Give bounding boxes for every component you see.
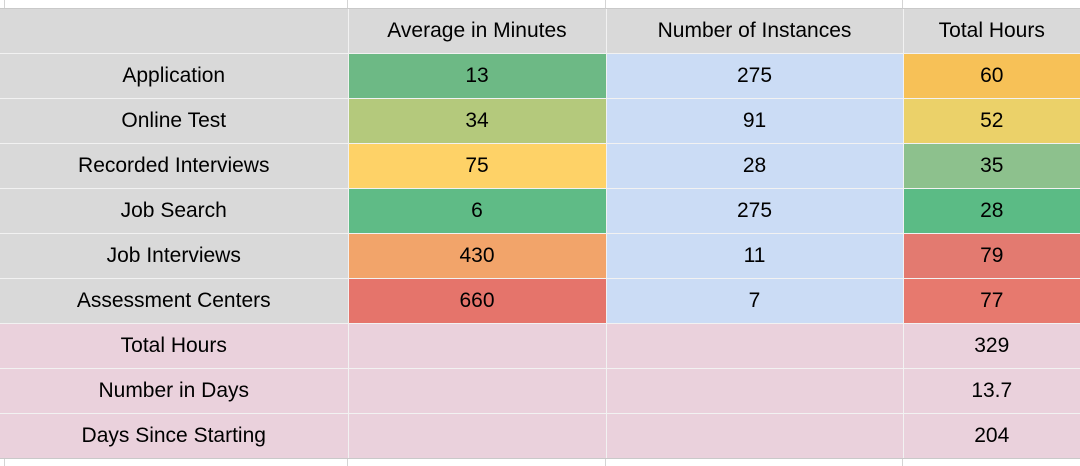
table-row-recorded-interviews: Recorded Interviews 75 28 35 — [0, 143, 1080, 189]
summary-row-total-hours: Total Hours 329 — [0, 323, 1080, 370]
gridline — [902, 459, 903, 466]
cell-number-in-days-value[interactable]: 13.7 — [903, 368, 1080, 415]
cell-assessment-centers-instances[interactable]: 7 — [606, 278, 904, 325]
table-row-job-search: Job Search 6 275 28 — [0, 188, 1080, 234]
gridline — [605, 0, 606, 8]
cell-application-avg-minutes[interactable]: 13 — [348, 53, 607, 99]
summary-row-days-since-starting: Days Since Starting 204 — [0, 413, 1080, 458]
row-label-total-hours[interactable]: Total Hours — [0, 323, 349, 370]
partial-row-top — [0, 0, 1080, 9]
row-label-online-test[interactable]: Online Test — [0, 98, 349, 144]
cell-job-interviews-instances[interactable]: 11 — [606, 233, 904, 279]
cell-recorded-interviews-avg-minutes[interactable]: 75 — [348, 143, 607, 189]
gridline — [347, 0, 348, 8]
cell-job-search-total-hours[interactable]: 28 — [903, 188, 1080, 234]
cell-online-test-total-hours[interactable]: 52 — [903, 98, 1080, 144]
cell-number-in-days-empty-instances[interactable] — [606, 368, 904, 415]
table-row-online-test: Online Test 34 91 52 — [0, 98, 1080, 144]
gridline — [4, 459, 5, 466]
gridline — [605, 459, 606, 466]
column-header-empty[interactable] — [0, 9, 349, 54]
cell-recorded-interviews-total-hours[interactable]: 35 — [903, 143, 1080, 189]
data-table: Average in Minutes Number of Instances T… — [0, 9, 1080, 458]
gridline — [347, 459, 348, 466]
column-header-number-of-instances[interactable]: Number of Instances — [606, 9, 904, 54]
gridline — [902, 0, 903, 8]
cell-days-since-starting-value[interactable]: 204 — [903, 413, 1080, 458]
cell-total-hours-empty-avg[interactable] — [348, 323, 607, 370]
cell-number-in-days-empty-avg[interactable] — [348, 368, 607, 415]
cell-job-interviews-avg-minutes[interactable]: 430 — [348, 233, 607, 279]
cell-assessment-centers-avg-minutes[interactable]: 660 — [348, 278, 607, 325]
table-row-job-interviews: Job Interviews 430 11 79 — [0, 233, 1080, 279]
cell-total-hours-empty-instances[interactable] — [606, 323, 904, 370]
cell-application-instances[interactable]: 275 — [606, 53, 904, 99]
row-label-days-since-starting[interactable]: Days Since Starting — [0, 413, 349, 458]
cell-online-test-instances[interactable]: 91 — [606, 98, 904, 144]
row-label-job-interviews[interactable]: Job Interviews — [0, 233, 349, 279]
table-row-assessment-centers: Assessment Centers 660 7 77 — [0, 278, 1080, 325]
cell-total-hours-value[interactable]: 329 — [903, 323, 1080, 370]
table-header-row: Average in Minutes Number of Instances T… — [0, 9, 1080, 54]
partial-row-bottom — [0, 458, 1080, 466]
row-label-application[interactable]: Application — [0, 53, 349, 99]
column-header-total-hours[interactable]: Total Hours — [903, 9, 1080, 54]
cell-application-total-hours[interactable]: 60 — [903, 53, 1080, 99]
cell-job-search-instances[interactable]: 275 — [606, 188, 904, 234]
gridline — [4, 0, 5, 8]
cell-assessment-centers-total-hours[interactable]: 77 — [903, 278, 1080, 325]
cell-days-since-starting-empty-instances[interactable] — [606, 413, 904, 458]
table-row-application: Application 13 275 60 — [0, 53, 1080, 99]
cell-job-interviews-total-hours[interactable]: 79 — [903, 233, 1080, 279]
cell-online-test-avg-minutes[interactable]: 34 — [348, 98, 607, 144]
column-header-average-in-minutes[interactable]: Average in Minutes — [348, 9, 607, 54]
cell-days-since-starting-empty-avg[interactable] — [348, 413, 607, 458]
cell-recorded-interviews-instances[interactable]: 28 — [606, 143, 904, 189]
row-label-job-search[interactable]: Job Search — [0, 188, 349, 234]
cell-job-search-avg-minutes[interactable]: 6 — [348, 188, 607, 234]
summary-row-number-in-days: Number in Days 13.7 — [0, 368, 1080, 415]
row-label-number-in-days[interactable]: Number in Days — [0, 368, 349, 415]
row-label-recorded-interviews[interactable]: Recorded Interviews — [0, 143, 349, 189]
row-label-assessment-centers[interactable]: Assessment Centers — [0, 278, 349, 325]
